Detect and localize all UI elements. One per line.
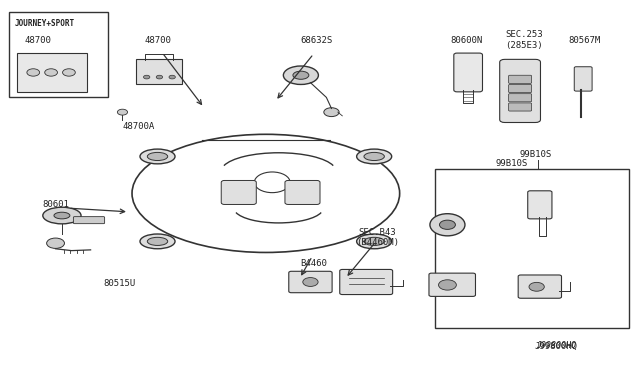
Text: 48700: 48700 — [144, 36, 171, 45]
FancyBboxPatch shape — [528, 191, 552, 219]
FancyBboxPatch shape — [74, 217, 104, 224]
Ellipse shape — [440, 220, 456, 230]
FancyBboxPatch shape — [509, 94, 532, 102]
Text: 80601: 80601 — [42, 200, 69, 209]
Bar — [435, 169, 629, 328]
Text: B4460: B4460 — [300, 259, 327, 268]
Text: 80600N: 80600N — [451, 36, 483, 45]
Ellipse shape — [284, 66, 319, 84]
FancyBboxPatch shape — [509, 103, 532, 111]
Ellipse shape — [364, 237, 385, 246]
FancyBboxPatch shape — [574, 67, 592, 91]
Text: J99800HQ: J99800HQ — [534, 342, 577, 351]
Ellipse shape — [364, 153, 385, 161]
Circle shape — [47, 238, 65, 248]
FancyBboxPatch shape — [285, 180, 320, 205]
Text: 80567M: 80567M — [568, 36, 600, 45]
Ellipse shape — [43, 207, 81, 224]
Text: JOURNEY+SPORT: JOURNEY+SPORT — [14, 19, 74, 28]
FancyBboxPatch shape — [17, 53, 88, 92]
Circle shape — [303, 278, 318, 286]
Circle shape — [169, 75, 175, 79]
FancyBboxPatch shape — [136, 60, 182, 84]
FancyBboxPatch shape — [429, 273, 476, 296]
Ellipse shape — [147, 237, 168, 246]
Circle shape — [143, 75, 150, 79]
FancyBboxPatch shape — [509, 75, 532, 83]
Text: J99800HQ: J99800HQ — [536, 341, 576, 350]
Circle shape — [156, 75, 163, 79]
Circle shape — [45, 69, 58, 76]
Bar — [9, 13, 108, 97]
FancyBboxPatch shape — [509, 84, 532, 93]
Ellipse shape — [140, 234, 175, 249]
Circle shape — [324, 108, 339, 116]
Ellipse shape — [54, 212, 70, 219]
Ellipse shape — [356, 234, 392, 249]
Text: SEC.B43
(B4460M): SEC.B43 (B4460M) — [356, 228, 399, 247]
FancyBboxPatch shape — [454, 53, 483, 92]
Circle shape — [438, 280, 456, 290]
Circle shape — [117, 109, 127, 115]
FancyBboxPatch shape — [340, 269, 393, 295]
FancyBboxPatch shape — [518, 275, 561, 298]
Ellipse shape — [147, 153, 168, 161]
Text: 48700A: 48700A — [122, 122, 154, 131]
Ellipse shape — [140, 149, 175, 164]
Circle shape — [529, 282, 544, 291]
Circle shape — [63, 69, 76, 76]
Text: 48700: 48700 — [25, 36, 52, 45]
Ellipse shape — [356, 149, 392, 164]
FancyBboxPatch shape — [289, 271, 332, 293]
Circle shape — [27, 69, 40, 76]
Text: SEC.253
(285E3): SEC.253 (285E3) — [505, 31, 543, 50]
Ellipse shape — [293, 71, 309, 79]
Text: 99B10S: 99B10S — [495, 159, 527, 169]
Ellipse shape — [430, 214, 465, 236]
Text: 99B10S: 99B10S — [519, 150, 552, 159]
Text: 68632S: 68632S — [301, 36, 333, 45]
FancyBboxPatch shape — [500, 60, 540, 122]
FancyBboxPatch shape — [221, 180, 256, 205]
Text: 80515U: 80515U — [103, 279, 136, 288]
